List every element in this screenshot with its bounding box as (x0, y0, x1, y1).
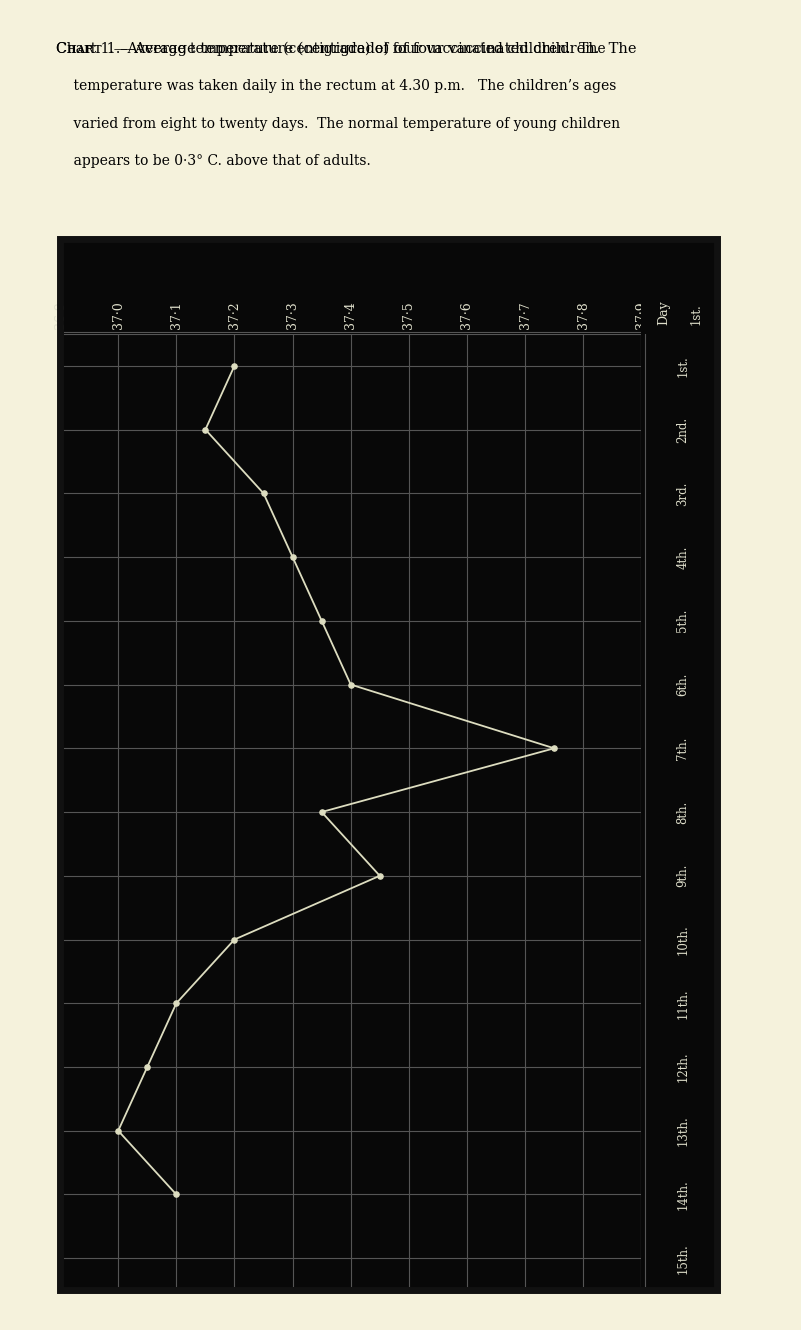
Text: 1st.: 1st. (676, 355, 690, 376)
Text: 1st.: 1st. (689, 303, 702, 325)
Text: 5th.: 5th. (676, 609, 690, 633)
Point (228, 355, 241, 376)
Text: Cʜᴀʀᴛ 1.—Average temperature (centigrade) of four vaccinated children.  The: Cʜᴀʀᴛ 1.—Average temperature (centigrade… (56, 41, 637, 56)
Point (344, 674, 357, 696)
Point (170, 992, 183, 1013)
Point (316, 802, 328, 823)
Text: 2nd.: 2nd. (676, 416, 690, 443)
Text: 37·4: 37·4 (344, 302, 357, 330)
Text: 9th.: 9th. (676, 864, 690, 887)
Point (548, 738, 561, 759)
Point (316, 610, 328, 632)
Text: 37·2: 37·2 (228, 302, 241, 330)
Text: 6th.: 6th. (676, 673, 690, 696)
Text: 8th.: 8th. (676, 801, 690, 823)
Text: 37·7: 37·7 (518, 302, 532, 330)
Text: 12th.: 12th. (676, 1052, 690, 1083)
Text: 15th.: 15th. (676, 1242, 690, 1274)
Text: 3rd.: 3rd. (676, 481, 690, 505)
Point (199, 419, 211, 440)
Text: 37·9: 37·9 (635, 302, 648, 330)
Text: Day: Day (658, 299, 670, 325)
Text: 37·8: 37·8 (577, 302, 590, 330)
Text: temperature was taken daily in the rectum at 4.30 p.m.   The children’s ages: temperature was taken daily in the rectu… (56, 80, 617, 93)
Text: 37·3: 37·3 (286, 302, 299, 330)
Text: appears to be 0·3° C. above that of adults.: appears to be 0·3° C. above that of adul… (56, 154, 371, 168)
Point (257, 483, 270, 504)
Point (228, 928, 241, 950)
Point (170, 1184, 183, 1205)
Text: 11th.: 11th. (676, 988, 690, 1019)
Text: 37·1: 37·1 (170, 302, 183, 330)
Text: 36·9: 36·9 (54, 302, 66, 330)
Point (373, 864, 386, 886)
Text: Chart 1.—Average temperature (centigrade) of four vaccinated children.  The: Chart 1.—Average temperature (centigrade… (56, 41, 606, 56)
Text: 7th.: 7th. (676, 737, 690, 759)
Point (141, 1056, 154, 1077)
Text: 37·0: 37·0 (111, 302, 125, 330)
Text: 13th.: 13th. (676, 1116, 690, 1146)
Text: 4th.: 4th. (676, 545, 690, 569)
Text: 14th.: 14th. (676, 1180, 690, 1210)
Text: varied from eight to twenty days.  The normal temperature of young children: varied from eight to twenty days. The no… (56, 117, 620, 130)
Text: 37·5: 37·5 (402, 302, 416, 330)
Point (112, 1120, 125, 1141)
Text: 37·6: 37·6 (461, 302, 473, 330)
Text: 10th.: 10th. (676, 924, 690, 955)
Point (286, 547, 299, 568)
